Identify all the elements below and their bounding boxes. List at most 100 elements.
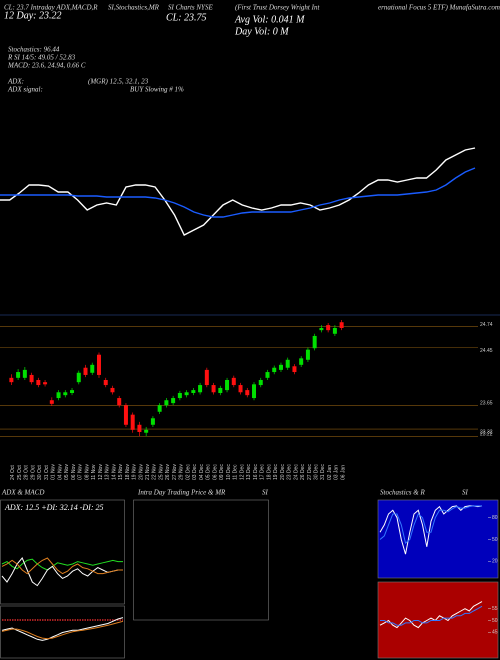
- candle-body: [90, 364, 95, 373]
- series-line: [0, 167, 476, 218]
- y-tick-label: 50: [492, 537, 498, 543]
- y-tick-label: 55: [492, 606, 498, 612]
- y-tick-label: 20: [492, 559, 498, 565]
- candle-body: [265, 372, 270, 378]
- candle-body: [117, 398, 122, 406]
- x-tick-label: 05 Nov: [64, 464, 70, 480]
- close-text: CL: 23.75: [166, 12, 207, 23]
- x-tick-label: 11 Nov: [91, 464, 97, 480]
- candle-body: [76, 372, 81, 383]
- candle-body: [285, 359, 290, 368]
- y-tick-label: 24.74: [480, 322, 493, 328]
- candle-body: [164, 400, 169, 406]
- series-line: [1, 617, 124, 641]
- x-tick-label: 04 Nov: [57, 464, 63, 480]
- x-tick-label: 06 Nov: [71, 464, 77, 480]
- x-tick-label: 31 Oct: [44, 465, 50, 480]
- stat-text: Stochastics: 96.44: [8, 46, 60, 54]
- candle-body: [150, 418, 155, 425]
- y-tick-label: 24.45: [480, 348, 493, 354]
- x-tick-label: 20 Dec: [280, 464, 286, 480]
- x-tick-label: 03 Dec: [192, 464, 198, 480]
- candle-body: [305, 349, 310, 360]
- y-tick-label: 23.22: [480, 432, 493, 438]
- x-tick-label: 30 Dec: [313, 464, 319, 480]
- x-tick-label: 15 Nov: [118, 464, 124, 480]
- x-tick-label: 01 Nov: [51, 464, 57, 480]
- signal-text: BUY Slowing # 1%: [130, 86, 184, 94]
- series-line: [0, 147, 476, 236]
- x-tick-label: 06 Dec: [212, 464, 218, 480]
- x-tick-label: 24 Oct: [10, 465, 16, 480]
- x-tick-label: 26 Nov: [165, 464, 171, 480]
- x-tick-label: 31 Dec: [320, 464, 326, 480]
- candle-body: [312, 335, 317, 349]
- panel-title: SI: [262, 489, 269, 497]
- candle-body: [278, 364, 283, 370]
- x-tick-label: 27 Nov: [172, 464, 178, 480]
- panel-title: Stochastics & R: [380, 489, 425, 497]
- candle-body: [231, 377, 236, 386]
- adx-values: (MGR) 12.5, 32.1, 23: [88, 78, 149, 86]
- y-tick-label: 23.32: [480, 429, 493, 435]
- candle-body: [171, 398, 176, 404]
- series-line: [380, 605, 483, 626]
- candle-body: [204, 369, 209, 386]
- header-text: CL: 23.7 Intraday ADX,MACD,R: [4, 4, 98, 12]
- x-tick-label: 02 Jan: [327, 465, 333, 480]
- x-tick-label: 28 Oct: [24, 465, 30, 480]
- adx-panel: [0, 499, 125, 605]
- stat-text: R SI 14/5: 49.05 / 52.83: [7, 54, 76, 62]
- candle-body: [272, 367, 277, 373]
- x-tick-label: 30 Oct: [37, 465, 43, 480]
- x-tick-label: 20 Nov: [138, 464, 144, 480]
- candle-body: [157, 405, 162, 412]
- series-line: [1, 620, 124, 640]
- candle-body: [184, 392, 189, 396]
- candle-body: [29, 374, 34, 383]
- candle-body: [245, 390, 250, 396]
- y-tick-label: 45: [492, 630, 498, 636]
- y-tick-label: 50: [492, 618, 498, 624]
- candle-body: [211, 385, 216, 393]
- x-tick-label: 07 Nov: [78, 464, 84, 480]
- candle-body: [225, 380, 230, 391]
- y-tick-label: 80: [492, 515, 498, 521]
- candle-body: [130, 414, 135, 430]
- x-tick-label: 12 Dec: [239, 464, 245, 480]
- x-tick-label: 08 Nov: [84, 464, 90, 480]
- x-tick-label: 23 Dec: [287, 464, 293, 480]
- x-tick-label: 27 Dec: [307, 464, 313, 480]
- candle-body: [299, 358, 304, 365]
- series-line: [379, 505, 482, 545]
- x-tick-label: 29 Nov: [179, 464, 185, 480]
- x-tick-label: 24 Dec: [293, 464, 299, 480]
- x-tick-label: 18 Dec: [266, 464, 272, 480]
- candle-body: [103, 380, 108, 386]
- day-text: 12 Day: 23.22: [4, 10, 62, 21]
- y-tick-label: 23.65: [480, 401, 493, 407]
- x-tick-label: 19 Nov: [132, 464, 138, 480]
- stat-text: MACD: 23.6, 24.94, 0.66 C: [7, 62, 86, 70]
- series-line: [1, 558, 123, 571]
- candle-body: [198, 385, 203, 393]
- x-tick-label: 13 Dec: [246, 464, 252, 480]
- candle-body: [332, 328, 337, 334]
- candle-body: [177, 393, 182, 399]
- candle-body: [83, 367, 88, 375]
- x-tick-label: 25 Nov: [158, 464, 164, 480]
- candle-body: [49, 400, 54, 404]
- panel-title: SI: [462, 489, 469, 497]
- series-line: [1, 557, 123, 575]
- x-tick-label: 13 Nov: [105, 464, 111, 480]
- candle-body: [218, 387, 223, 393]
- x-tick-label: 29 Oct: [30, 465, 36, 480]
- x-tick-label: 19 Dec: [273, 464, 279, 480]
- candle-body: [319, 328, 324, 331]
- header-text: ernational Focus 5 ETF) MunafaSutra.com: [378, 4, 500, 12]
- x-tick-label: 03 Jan: [334, 465, 340, 480]
- candle-body: [16, 372, 21, 378]
- candle-body: [258, 380, 263, 386]
- x-tick-label: 17 Dec: [260, 464, 266, 480]
- panel-title: ADX & MACD: [1, 489, 44, 497]
